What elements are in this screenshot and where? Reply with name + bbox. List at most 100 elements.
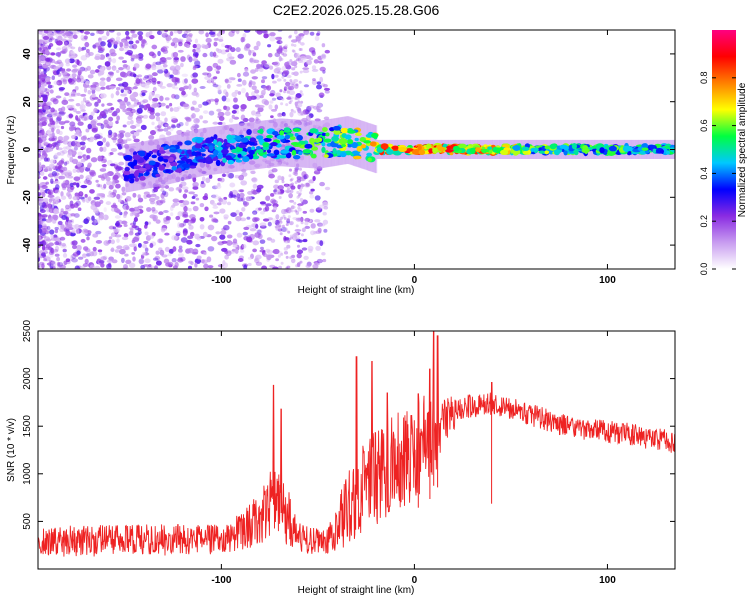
heatmap-noise-cell [222,126,228,131]
heatmap-noise-cell [162,64,168,68]
heatmap-noise-cell [121,220,127,224]
snr-x-label: Height of straight line (km) [298,585,415,596]
heatmap-noise-cell [242,231,248,236]
heatmap-noise-cell [48,167,53,172]
heatmap-noise-cell [239,217,247,222]
heatmap-noise-cell [278,47,282,51]
heatmap-noise-cell [263,253,268,258]
heatmap-noise-cell [241,244,247,249]
heatmap-ridge-cell [240,137,249,143]
heatmap-noise-cell [225,106,231,111]
heatmap-noise-cell [59,169,64,173]
heatmap-noise-cell [119,144,124,149]
heatmap-noise-cell [111,137,118,141]
heatmap-noise-cell [303,84,310,88]
heatmap-noise-cell [151,121,155,126]
heatmap-noise-cell [192,58,199,62]
heatmap-noise-cell [271,73,275,80]
heatmap-noise-cell [137,197,144,203]
heatmap-noise-cell [248,49,252,56]
heatmap-noise-cell [303,255,309,260]
heatmap-noise-cell [145,63,152,69]
heatmap-noise-cell [266,164,272,169]
heatmap-noise-cell [289,178,293,182]
heatmap-noise-cell [250,188,256,195]
heatmap-noise-cell [170,42,176,47]
heatmap-noise-cell [171,140,178,146]
heatmap-noise-cell [172,246,177,252]
heatmap-noise-cell [61,183,68,189]
heatmap-noise-cell [66,104,73,110]
heatmap-noise-cell [183,85,190,90]
heatmap-noise-cell [95,218,101,224]
heatmap-noise-cell [194,60,201,67]
heatmap-noise-cell [86,48,90,54]
heatmap-noise-cell [299,90,303,94]
heatmap-noise-cell [190,201,196,205]
heatmap-noise-cell [288,35,292,39]
heatmap-noise-cell [106,30,110,37]
heatmap-noise-cell [272,80,277,84]
heatmap-noise-cell [208,31,216,35]
heatmap-noise-cell [178,245,183,250]
heatmap-noise-cell [195,243,201,248]
heatmap-noise-cell [86,147,92,154]
heatmap-noise-cell [261,76,268,80]
heatmap-ridge-cell [272,130,279,136]
heatmap-noise-cell [305,115,312,121]
heatmap-noise-cell [114,249,120,253]
heatmap-noise-cell [311,68,319,72]
heatmap-noise-cell [177,222,181,229]
heatmap-noise-cell [46,225,51,231]
heatmap-noise-cell [284,237,290,241]
heatmap-noise-cell [38,63,43,68]
heatmap-noise-cell [90,157,98,163]
heatmap-noise-cell [53,249,59,253]
heatmap-noise-cell [287,187,290,191]
heatmap-noise-cell [279,44,282,48]
heatmap-noise-cell [101,103,105,107]
heatmap-noise-cell [261,79,265,84]
heatmap-noise-cell [320,53,327,60]
heatmap-noise-cell [177,49,184,53]
heatmap-noise-cell [286,74,292,79]
heatmap-noise-cell [304,225,311,229]
heatmap-noise-cell [83,218,89,225]
heatmap-noise-cell [51,171,57,177]
heatmap-noise-cell [82,199,86,203]
snr-x-tick-label: 100 [599,575,616,586]
heatmap-noise-cell [136,115,144,119]
heatmap-noise-cell [38,39,42,46]
heatmap-noise-cell [79,192,83,195]
heatmap-noise-cell [219,208,226,214]
heatmap-noise-cell [217,58,224,64]
heatmap-noise-cell [271,97,277,101]
heatmap-noise-cell [196,255,202,260]
heatmap-noise-cell [228,56,235,60]
heatmap-noise-cell [65,170,73,176]
heatmap-noise-cell [250,91,256,97]
heatmap-noise-cell [90,84,97,89]
heatmap-noise-cell [71,244,78,250]
heatmap-ridge-cell [333,125,341,131]
heatmap-noise-cell [234,174,240,179]
heatmap-noise-cell [191,195,196,200]
heatmap-noise-cell [241,36,246,43]
heatmap-noise-cell [57,262,64,267]
heatmap-noise-cell [123,89,131,95]
heatmap-noise-cell [119,41,124,48]
heatmap-noise-cell [155,200,159,206]
heatmap-noise-cell [137,31,144,36]
heatmap-noise-cell [77,121,84,126]
heatmap-noise-cell [297,204,301,208]
heatmap-noise-cell [53,208,59,214]
heatmap-noise-cell [278,196,282,199]
heatmap-ridge-cell [276,134,285,140]
heatmap-noise-cell [212,83,219,88]
heatmap-noise-cell [144,258,151,264]
heatmap-noise-cell [251,85,257,91]
heatmap-noise-cell [110,207,117,212]
heatmap-ridge-cell [177,167,182,174]
heatmap-noise-cell [280,57,284,61]
heatmap-noise-cell [237,78,242,82]
